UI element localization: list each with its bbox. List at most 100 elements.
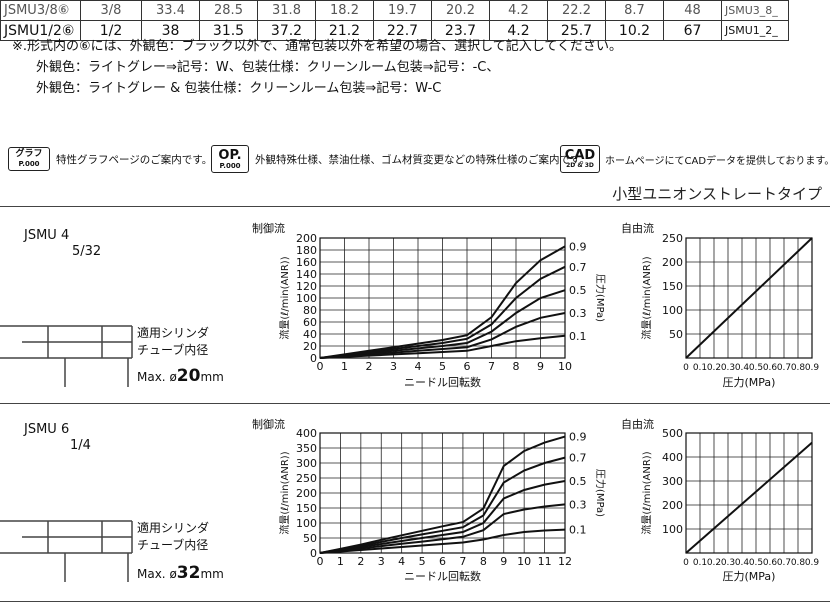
series-line xyxy=(319,334,566,359)
series-label: 0.9 xyxy=(569,431,587,444)
y-tick-label: 250 xyxy=(296,472,317,485)
series-line xyxy=(685,441,813,554)
x-tick-label: 0 xyxy=(683,363,689,373)
right-axis-label: 圧力(MPa) xyxy=(594,469,607,517)
model-name: JSMU 6 xyxy=(24,422,70,437)
y-tick-label: 100 xyxy=(296,292,317,305)
note-line-1: ※.形式内の⑥には、外観色：ブラック以外で、通常包装以外を希望の場合、選択して記… xyxy=(12,39,622,54)
series-line xyxy=(319,456,566,554)
tube-label-2: チューブ内径 xyxy=(137,343,209,357)
chart-title: 自由流 xyxy=(621,417,654,431)
model-size: 5/32 xyxy=(72,244,102,259)
model-name: JSMU 4 xyxy=(24,228,70,243)
x-tick-label: 6 xyxy=(439,555,446,568)
x-tick-label: 10 xyxy=(517,555,531,568)
chart-title: 制御流 xyxy=(252,221,285,235)
x-tick-label: 0 xyxy=(317,360,324,373)
x-tick-label: 3 xyxy=(378,555,385,568)
x-tick-label: 0.2 xyxy=(707,363,721,373)
x-tick-label: 0.1 xyxy=(693,363,707,373)
y-tick-label: 500 xyxy=(662,427,683,440)
x-tick-label: 4 xyxy=(398,555,405,568)
series-line xyxy=(685,237,813,359)
op-badge-icon[interactable]: OP. P.000 xyxy=(211,145,249,173)
series-label: 0.9 xyxy=(569,240,587,253)
y-tick-label: 160 xyxy=(296,256,317,269)
table-cell: 23.7 xyxy=(431,20,490,41)
x-tick-label: 5 xyxy=(439,360,446,373)
x-tick-label: 0.4 xyxy=(735,363,750,373)
x-tick-label: 0 xyxy=(683,558,689,568)
x-tick-label: 0 xyxy=(317,555,324,568)
y-tick-label: 100 xyxy=(662,523,683,536)
x-tick-label: 0.8 xyxy=(791,558,806,568)
x-tick-label: 0.6 xyxy=(763,363,778,373)
x-tick-label: 9 xyxy=(500,555,507,568)
y-tick-label: 80 xyxy=(303,304,317,317)
series-label: 0.1 xyxy=(569,330,587,343)
y-tick-label: 250 xyxy=(662,232,683,245)
y-tick-label: 0 xyxy=(310,547,317,560)
tube-label-2: チューブ内径 xyxy=(137,538,209,552)
op-info: OP. P.000 外観特殊仕様、禁油仕様、ゴム材質変更などの特殊仕様のご案内で… xyxy=(211,145,590,173)
y-tick-label: 40 xyxy=(303,328,317,341)
table-cell: 10.2 xyxy=(605,20,664,41)
divider xyxy=(0,601,830,602)
x-tick-label: 2 xyxy=(366,360,373,373)
y-tick-label: 0 xyxy=(310,352,317,365)
x-tick-label: 0.5 xyxy=(749,558,763,568)
table-cell: 31.8 xyxy=(257,0,316,21)
y-tick-label: 140 xyxy=(296,268,317,281)
x-tick-label: 0.9 xyxy=(805,363,820,373)
x-tick-label: 9 xyxy=(537,360,544,373)
y-tick-label: 300 xyxy=(662,475,683,488)
table-row: JSMU3/8⑥ 3/8 33.4 28.5 31.8 18.2 19.7 20.2 4.2 22… xyxy=(0,0,789,21)
x-tick-label: 7 xyxy=(488,360,495,373)
series-label: 0.5 xyxy=(569,475,587,488)
chart-title: 自由流 xyxy=(621,221,654,235)
model-size: 1/4 xyxy=(70,438,91,453)
graph-badge-icon[interactable]: グラフ P.000 xyxy=(8,147,50,171)
y-tick-label: 100 xyxy=(296,517,317,530)
x-tick-label: 0.7 xyxy=(777,558,791,568)
series-line xyxy=(319,435,566,554)
cylinder-tube-icon xyxy=(0,325,133,387)
cad-badge-icon[interactable]: CAD 2D & 3D xyxy=(560,145,600,173)
y-tick-label: 350 xyxy=(296,442,317,455)
x-tick-label: 3 xyxy=(390,360,397,373)
x-tick-label: 10 xyxy=(558,360,572,373)
x-axis-label: 圧力(MPa) xyxy=(723,570,776,583)
y-tick-label: 400 xyxy=(662,451,683,464)
y-tick-label: 50 xyxy=(669,328,683,341)
y-tick-label: 200 xyxy=(296,232,317,245)
y-axis-label: 流量(ℓ/min(ANR)) xyxy=(640,451,653,534)
table-cell: 31.5 xyxy=(199,20,258,41)
table-cell: 1/2 xyxy=(80,20,142,41)
y-tick-label: 50 xyxy=(303,532,317,545)
y-tick-label: 200 xyxy=(662,499,683,512)
y-axis-label: 流量(ℓ/min(ANR)) xyxy=(278,256,291,339)
y-tick-label: 300 xyxy=(296,457,317,470)
x-tick-label: 2 xyxy=(357,555,364,568)
series-label: 0.3 xyxy=(569,307,587,320)
note-line-2: 外観色：ライトグレー⇒記号：W、包装仕様：クリーンルーム包装⇒記号：-C、 xyxy=(36,60,500,75)
x-tick-label: 7 xyxy=(459,555,466,568)
series-label: 0.3 xyxy=(569,498,587,511)
x-tick-label: 0.2 xyxy=(707,558,721,568)
x-tick-label: 0.9 xyxy=(805,558,820,568)
x-axis-label: ニードル回転数 xyxy=(404,570,481,583)
table-cell: 22.2 xyxy=(547,0,606,21)
table-cell: 4.2 xyxy=(489,20,548,41)
table-cell: 37.2 xyxy=(257,20,316,41)
y-axis-label: 流量(ℓ/min(ANR)) xyxy=(640,256,653,339)
y-tick-label: 100 xyxy=(662,304,683,317)
x-tick-label: 12 xyxy=(558,555,572,568)
series-label: 0.7 xyxy=(569,452,587,465)
cad-info: CAD 2D & 3D ホームページにてCADデータを提供しております。 xyxy=(560,145,830,173)
spec-table: JSMU3/8⑥ 3/8 33.4 28.5 31.8 18.2 19.7 20.2 4.2 22… xyxy=(0,0,789,41)
table-cell: 21.2 xyxy=(315,20,374,41)
cylinder-tube-icon xyxy=(0,520,133,582)
x-axis-label: ニードル回転数 xyxy=(404,376,481,389)
note-line-3: 外観色：ライトグレー & 包装仕様：クリーンルーム包装⇒記号：W-C xyxy=(36,81,442,96)
y-tick-label: 180 xyxy=(296,244,317,257)
